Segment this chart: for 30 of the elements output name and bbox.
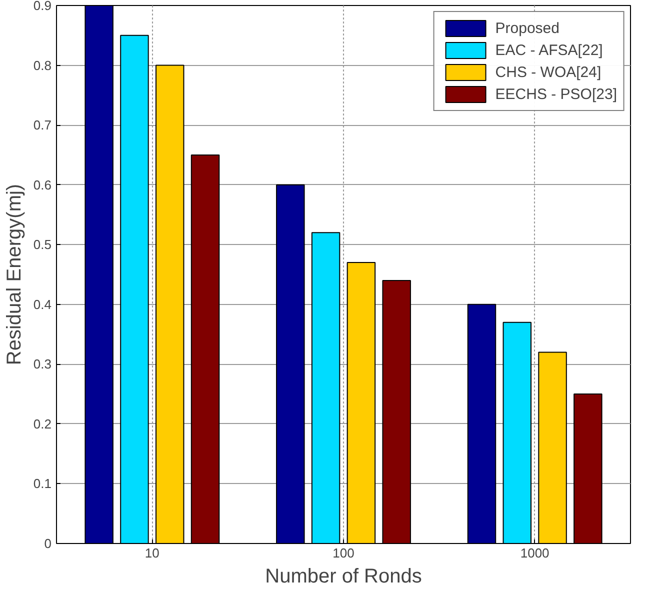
bar [467, 304, 496, 544]
y-tick-label: 0.5 [33, 237, 52, 252]
y-tick-label: 0.4 [33, 296, 52, 312]
x-tick-label: 1000 [520, 546, 550, 560]
y-tick-label: 0.6 [33, 177, 52, 192]
bar [346, 262, 376, 544]
bar [190, 154, 220, 544]
y-tick-label: 0.2 [33, 416, 52, 432]
bar [538, 352, 567, 544]
legend-label: EAC - AFSA[22] [495, 42, 603, 58]
y-tick-label: 0 [44, 536, 52, 551]
legend-label: Proposed [495, 20, 560, 36]
bar [574, 394, 602, 544]
x-tick-label: 10 [144, 546, 160, 560]
bar [276, 184, 305, 544]
y-tick-label: 0.7 [33, 118, 52, 133]
y-axis-title: Residual Energy(mj) [3, 184, 26, 366]
y-tick-label: 0.8 [33, 58, 52, 73]
y-tick-label: 0.3 [33, 356, 52, 372]
legend-label: EECHS - PSO[23] [495, 86, 617, 102]
x-axis-title: Number of Ronds [265, 566, 422, 588]
bar [120, 34, 149, 544]
bar [155, 64, 184, 544]
legend-label: CHS - WOA[24] [495, 64, 602, 80]
x-tick-label: 100 [332, 546, 354, 560]
bar [502, 322, 532, 544]
y-tick-label: 0.9 [33, 0, 52, 13]
bar [382, 280, 411, 544]
bar [311, 232, 340, 544]
y-tick-label: 0.1 [33, 476, 52, 492]
